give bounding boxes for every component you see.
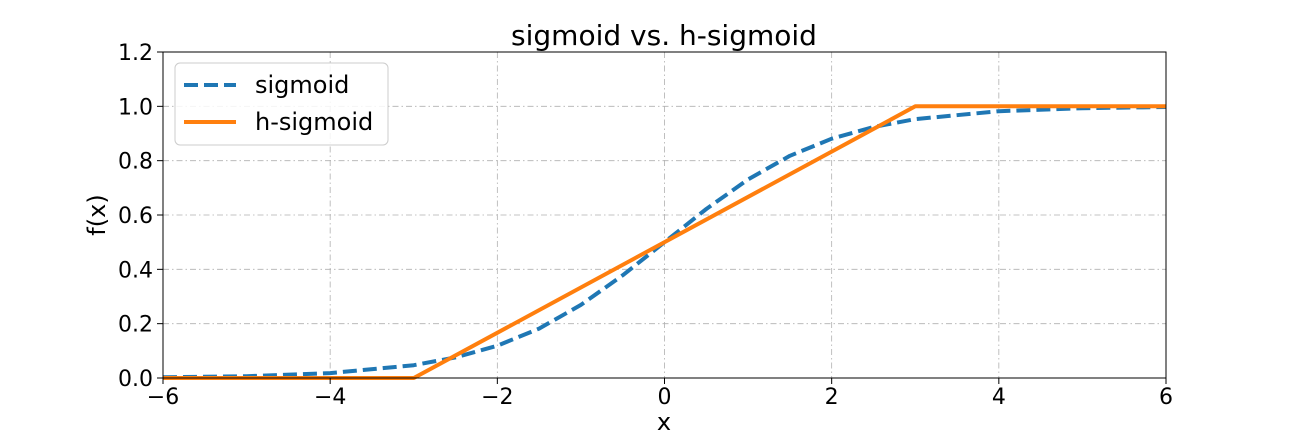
x-tick-label: −6 [147,385,179,410]
x-tick-label: 2 [825,385,839,410]
y-tick-label: 0.8 [118,150,153,175]
series-line-sigmoid [162,105,1167,380]
x-tick-label: −2 [481,385,513,410]
legend: sigmoid h-sigmoid [174,62,389,146]
x-tick-label: 0 [658,385,672,410]
x-tick-label: 4 [992,385,1006,410]
legend-label-h-sigmoid: h-sigmoid [255,108,373,136]
y-tick-label: 1.0 [118,95,153,120]
axis-ticks: −6 −4 −2 0 2 4 6 0.0 0.2 0.4 0.6 0.8 1.0 1.2 [118,41,1173,410]
chart-title: sigmoid vs. h-sigmoid [511,19,817,52]
y-tick-label: 0.4 [118,258,153,283]
y-tick-label: 0.6 [118,204,153,229]
x-axis-label: x [657,408,671,432]
x-tick-label: 6 [1159,385,1173,410]
y-tick-label: 0.0 [118,367,153,392]
y-axis-label: f(x) [83,194,111,235]
y-tick-label: 1.2 [118,41,153,66]
y-tick-label: 0.2 [118,313,153,338]
legend-label-sigmoid: sigmoid [255,71,349,99]
x-tick-label: −4 [314,385,346,410]
